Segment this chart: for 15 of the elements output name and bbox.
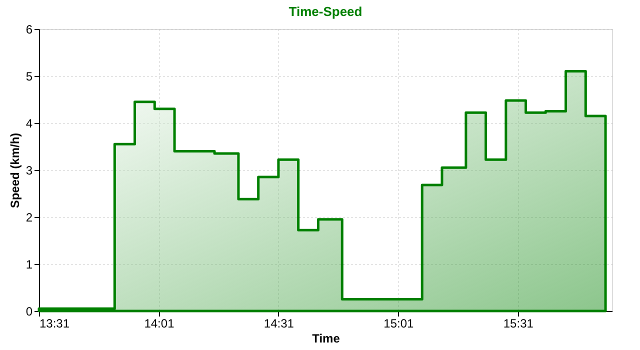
chart-title: Time-Speed xyxy=(288,4,362,19)
y-tick-label: 1 xyxy=(26,258,33,272)
y-tick-label: 0 xyxy=(26,304,33,318)
x-tick-label: 14:01 xyxy=(144,316,175,330)
y-tick-label: 3 xyxy=(26,164,33,178)
x-tick-label: 15:01 xyxy=(384,316,414,330)
x-tick-label: 15:31 xyxy=(503,316,534,330)
y-tick-label: 4 xyxy=(26,116,33,130)
x-axis-title: Time xyxy=(312,332,340,346)
y-tick-label: 5 xyxy=(26,70,33,84)
y-axis-title: Speed (km/h) xyxy=(8,132,22,208)
x-tick-label: 13:31 xyxy=(40,316,70,330)
y-tick-label: 2 xyxy=(26,210,33,224)
y-tick-label: 6 xyxy=(26,22,33,36)
x-tick-label: 14:31 xyxy=(264,316,294,330)
